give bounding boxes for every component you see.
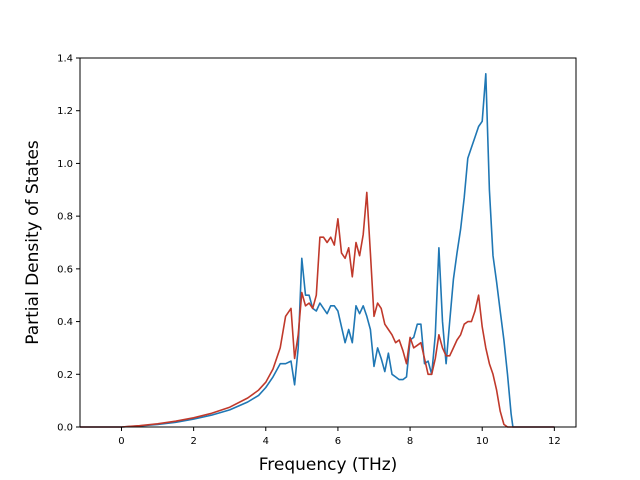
y-tick-label: 1.0: [57, 159, 73, 170]
x-tick-label: 6: [335, 436, 341, 447]
y-axis: 0.0 0.2 0.4 0.6 0.8 1.0 1.2 1.4: [57, 54, 80, 434]
x-tick-label: 2: [190, 436, 196, 447]
y-tick-label: 0.4: [57, 317, 73, 328]
y-tick-label: 0.0: [57, 423, 73, 434]
x-axis-label: Frequency (THz): [259, 455, 398, 475]
y-tick-label: 0.8: [57, 212, 73, 223]
y-tick-label: 1.2: [57, 106, 73, 117]
x-tick-label: 10: [476, 436, 489, 447]
y-tick-label: 1.4: [57, 54, 73, 65]
x-tick-label: 4: [263, 436, 269, 447]
y-tick-label: 0.2: [57, 370, 73, 381]
y-tick-label: 0.6: [57, 264, 73, 275]
y-axis-label: Partial Density of States: [23, 140, 43, 345]
x-tick-label: 8: [407, 436, 413, 447]
series-layer: [80, 73, 555, 428]
x-tick-label: 0: [118, 436, 124, 447]
x-tick-label: 12: [548, 436, 561, 447]
series-line-0: [80, 73, 555, 428]
x-axis: 0 2 4 6 8 10 12: [118, 427, 561, 447]
series-line-1: [80, 191, 555, 428]
plot-frame: [79, 57, 577, 428]
